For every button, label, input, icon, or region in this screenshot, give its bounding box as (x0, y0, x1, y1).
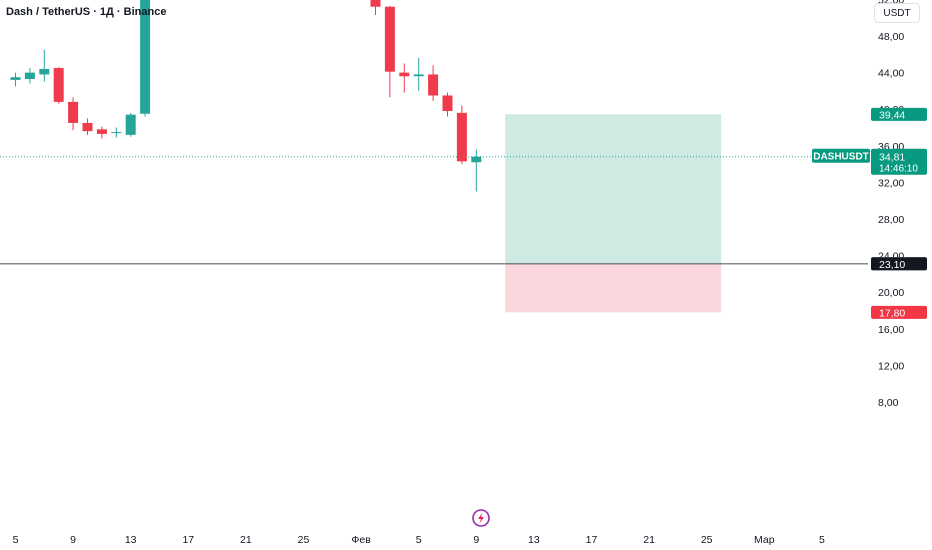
candle-body (140, 0, 151, 114)
x-tick-label: 25 (701, 534, 713, 546)
candle-body (384, 6, 395, 72)
chart-title: Dash / TetherUS · 1Д · Binance (6, 6, 167, 18)
candle-body (53, 68, 64, 102)
countdown-text: 14:46:10 (879, 164, 918, 175)
candle-body (10, 77, 21, 80)
x-tick-label: 17 (586, 534, 598, 546)
candle[interactable] (428, 65, 439, 101)
tradingview-logo-icon[interactable] (471, 508, 491, 528)
x-tick-label: 9 (473, 534, 479, 546)
current-price-tag-bg (871, 148, 927, 175)
candle[interactable] (96, 126, 107, 139)
stop-loss-label-bg (871, 305, 927, 319)
candle-body (125, 114, 136, 135)
candle-body (111, 132, 122, 134)
candle[interactable] (24, 68, 35, 84)
candle[interactable] (82, 118, 93, 135)
candle-body (96, 129, 107, 134)
stop-loss-label: 17,80 (871, 305, 927, 319)
candle[interactable] (384, 5, 395, 98)
candle-body (471, 156, 482, 163)
x-tick-label: 25 (298, 534, 310, 546)
candle[interactable] (10, 72, 21, 87)
x-tick-label: 5 (819, 534, 825, 546)
candle[interactable] (370, 0, 381, 15)
profit-zone[interactable] (505, 114, 722, 264)
candle[interactable] (399, 63, 410, 93)
candle[interactable] (53, 67, 64, 104)
candle-body (82, 122, 93, 132)
candle[interactable] (471, 149, 482, 192)
candle-body (370, 0, 381, 7)
y-tick-label: 44,00 (878, 68, 904, 80)
take-profit-label: 39,44 (871, 107, 927, 121)
candle[interactable] (111, 127, 122, 138)
x-tick-label: 17 (182, 534, 194, 546)
y-tick-label: 20,00 (878, 287, 904, 299)
line-label: 23,10 (871, 257, 927, 271)
x-tick-label: 5 (13, 534, 19, 546)
loss-zone[interactable] (505, 263, 722, 313)
symbol-tag: DASHUSDT (812, 148, 870, 163)
x-tick-label: Фев (351, 534, 371, 546)
x-tick-label: 13 (528, 534, 540, 546)
candle-body (39, 68, 50, 75)
line-label-bg (871, 257, 927, 271)
candle[interactable] (39, 49, 50, 82)
y-tick-label: 32,00 (878, 177, 904, 189)
candle[interactable] (140, 0, 151, 117)
take-profit-label-text: 39,44 (879, 109, 905, 121)
plot-area[interactable] (0, 0, 868, 313)
y-tick-label: 12,00 (878, 360, 904, 372)
candle[interactable] (456, 105, 467, 165)
take-profit-label-bg (871, 107, 927, 121)
candle-body (428, 74, 439, 96)
x-tick-label: 13 (125, 534, 137, 546)
stop-loss-label-text: 17,80 (879, 307, 905, 319)
candle[interactable] (442, 92, 453, 117)
symbol-tag-bg (812, 148, 870, 163)
line-label-text: 23,10 (879, 259, 905, 271)
candle-body (442, 95, 453, 112)
y-tick-label: 28,00 (878, 214, 904, 226)
candle[interactable] (125, 112, 136, 137)
x-tick-label: 21 (643, 534, 655, 546)
candle-body (456, 112, 467, 162)
y-tick-label: 8,00 (878, 397, 899, 409)
candle-body (24, 72, 35, 80)
current-price-text: 34,81 (879, 152, 905, 164)
x-tick-label: 9 (70, 534, 76, 546)
candle[interactable] (68, 97, 79, 131)
x-tick-label: 5 (416, 534, 422, 546)
currency-button[interactable]: USDT (874, 3, 920, 23)
candle-body (68, 101, 79, 123)
symbol-tag-text: DASHUSDT (813, 152, 869, 163)
candle-body (399, 72, 410, 77)
y-tick-label: 16,00 (878, 324, 904, 336)
x-tick-label: Мар (754, 534, 775, 546)
y-tick-label: 48,00 (878, 31, 904, 43)
x-tick-label: 21 (240, 534, 252, 546)
candle-body (413, 74, 424, 77)
candle[interactable] (413, 57, 424, 91)
